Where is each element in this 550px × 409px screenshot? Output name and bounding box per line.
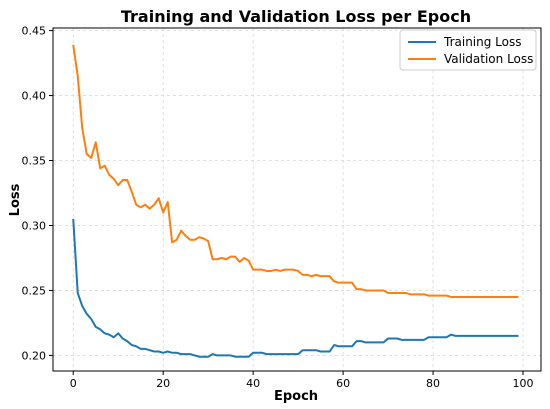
grid <box>53 28 541 371</box>
x-tick-label: 100 <box>513 377 534 390</box>
legend-label-validation: Validation Loss <box>444 52 533 66</box>
training-loss-line <box>72 218 519 358</box>
series-lines <box>72 44 519 358</box>
y-tick-label: 0.30 <box>22 219 47 232</box>
x-axis-label: Epoch <box>274 389 318 404</box>
legend: Training Loss Validation Loss <box>399 29 537 71</box>
y-tick-label: 0.35 <box>22 155 47 168</box>
axis-ticks: 0 20 40 60 80 100 0.20 0.25 0.30 0.35 0.40 0.45 <box>22 25 534 390</box>
plot-frame <box>52 27 542 372</box>
validation-loss-line <box>72 44 519 298</box>
y-tick-label: 0.25 <box>22 284 47 297</box>
x-tick-label: 60 <box>336 377 350 390</box>
y-tick-label: 0.20 <box>22 349 47 362</box>
legend-label-training: Training Loss <box>443 35 521 49</box>
x-tick-label: 0 <box>70 377 77 390</box>
chart-title: Training and Validation Loss per Epoch <box>121 7 471 26</box>
x-tick-label: 80 <box>426 377 440 390</box>
y-tick-label: 0.40 <box>22 90 47 103</box>
x-tick-label: 20 <box>156 377 170 390</box>
y-tick-label: 0.45 <box>22 25 47 38</box>
y-axis-label: Loss <box>8 183 23 216</box>
x-tick-label: 40 <box>246 377 260 390</box>
